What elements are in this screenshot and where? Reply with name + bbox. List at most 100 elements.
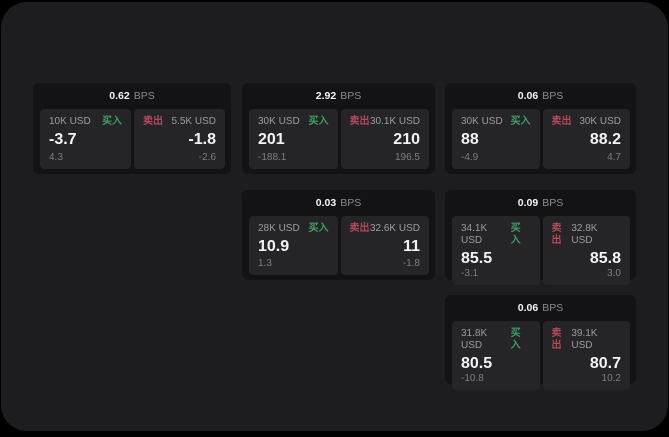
buy-amount: 30K USD <box>461 116 503 127</box>
buy-price: 201 <box>258 131 285 148</box>
sell-quote-panel[interactable]: 卖出 32.6K USD 11 -1.8 <box>340 216 429 275</box>
bps-header: 0.62 BPS <box>33 83 231 109</box>
sell-amount: 39.1K USD <box>571 328 598 351</box>
bps-unit-label: BPS <box>542 197 564 209</box>
quote-card: 0.62 BPS 10K USD 买入 -3.7 4.3 卖出 5.5K USD… <box>33 83 231 174</box>
bps-unit-label: BPS <box>542 302 564 314</box>
bps-header: 0.03 BPS <box>242 190 435 216</box>
buy-panel-top: 31.8K USD 买入 <box>461 328 531 352</box>
bps-unit-label: BPS <box>340 90 362 102</box>
bps-unit-label: BPS <box>542 90 564 102</box>
sell-side-label: 卖出 <box>349 116 370 127</box>
buy-price: 10.9 <box>258 238 290 255</box>
buy-delta: -10.8 <box>461 373 484 384</box>
buy-panel-top: 28K USD 买入 <box>258 223 329 235</box>
sell-amount: 32.6K USD <box>369 223 420 234</box>
bps-value: 2.92 <box>315 90 337 102</box>
sell-side-label: 卖出 <box>551 116 572 127</box>
buy-price: -3.7 <box>49 131 77 148</box>
sell-price: 11 <box>403 238 420 255</box>
buy-quote-panel[interactable]: 34.1K USD 买入 85.5 -3.1 <box>452 216 540 285</box>
buy-side-label: 买入 <box>510 116 531 127</box>
bps-value: 0.06 <box>517 90 539 102</box>
bps-value: 0.62 <box>109 90 130 102</box>
bps-header: 0.09 BPS <box>445 190 636 216</box>
buy-price: 80.5 <box>461 355 493 372</box>
sell-amount: 32.8K USD <box>571 223 598 246</box>
buy-delta: -3.1 <box>461 268 479 279</box>
sell-delta: 10.2 <box>601 373 621 384</box>
bps-value: 0.03 <box>315 197 337 209</box>
quote-card: 0.06 BPS 30K USD 买入 88 -4.9 卖出 30K USD 8… <box>445 83 636 174</box>
buy-delta: -4.9 <box>461 152 479 163</box>
bps-header: 0.06 BPS <box>445 295 636 321</box>
quote-panels: 34.1K USD 买入 85.5 -3.1 卖出 32.8K USD 85.8… <box>445 216 636 290</box>
buy-amount: 10K USD <box>49 116 91 127</box>
bps-header: 2.92 BPS <box>242 83 435 109</box>
buy-quote-panel[interactable]: 30K USD 买入 201 -188.1 <box>249 109 338 169</box>
sell-side-label: 卖出 <box>551 223 562 246</box>
sell-side-label: 卖出 <box>143 116 163 127</box>
sell-panel-top: 卖出 30.1K USD <box>350 116 421 128</box>
app-window: 0.62 BPS 10K USD 买入 -3.7 4.3 卖出 5.5K USD… <box>1 2 668 431</box>
buy-quote-panel[interactable]: 31.8K USD 买入 80.5 -10.8 <box>452 321 540 390</box>
quote-card: 0.03 BPS 28K USD 买入 10.9 1.3 卖出 32.6K US… <box>242 190 435 280</box>
sell-price: 210 <box>393 131 420 148</box>
quote-panels: 10K USD 买入 -3.7 4.3 卖出 5.5K USD -1.8 -2.… <box>33 109 231 174</box>
sell-side-label: 卖出 <box>551 328 562 351</box>
buy-panel-top: 30K USD 买入 <box>258 116 329 128</box>
sell-quote-panel[interactable]: 卖出 5.5K USD -1.8 -2.6 <box>134 109 225 169</box>
buy-side-label: 买入 <box>308 223 329 234</box>
sell-panel-top: 卖出 5.5K USD <box>143 116 216 128</box>
sell-delta: -1.8 <box>402 258 420 269</box>
bps-value: 0.06 <box>517 302 539 314</box>
quote-panels: 30K USD 买入 88 -4.9 卖出 30K USD 88.2 4.7 <box>445 109 636 174</box>
sell-delta: 196.5 <box>394 152 420 163</box>
bps-header: 0.06 BPS <box>445 83 636 109</box>
quote-panels: 28K USD 买入 10.9 1.3 卖出 32.6K USD 11 -1.8 <box>242 216 435 280</box>
buy-side-label: 买入 <box>510 328 521 351</box>
quote-card: 2.92 BPS 30K USD 买入 201 -188.1 卖出 30.1K … <box>242 83 435 174</box>
sell-amount: 5.5K USD <box>171 116 216 127</box>
sell-quote-panel[interactable]: 卖出 30.1K USD 210 196.5 <box>340 109 429 169</box>
sell-price: 85.8 <box>589 250 621 267</box>
buy-amount: 30K USD <box>258 116 300 127</box>
buy-side-label: 买入 <box>102 116 122 127</box>
buy-side-label: 买入 <box>510 223 521 246</box>
sell-delta: 3.0 <box>607 268 621 279</box>
sell-quote-panel[interactable]: 卖出 39.1K USD 80.7 10.2 <box>542 321 630 390</box>
sell-amount: 30.1K USD <box>369 116 420 127</box>
sell-price: 88.2 <box>589 131 621 148</box>
sell-quote-panel[interactable]: 卖出 32.8K USD 85.8 3.0 <box>542 216 630 285</box>
buy-price: 85.5 <box>461 250 493 267</box>
sell-price: 80.7 <box>589 355 621 372</box>
buy-delta: 1.3 <box>258 258 272 269</box>
buy-panel-top: 30K USD 买入 <box>461 116 531 128</box>
sell-panel-top: 卖出 32.8K USD <box>552 223 622 247</box>
sell-side-label: 卖出 <box>349 223 370 234</box>
buy-panel-top: 10K USD 买入 <box>49 116 122 128</box>
quote-panels: 31.8K USD 买入 80.5 -10.8 卖出 39.1K USD 80.… <box>445 321 636 395</box>
buy-panel-top: 34.1K USD 买入 <box>461 223 531 247</box>
quote-card: 0.06 BPS 31.8K USD 买入 80.5 -10.8 卖出 39.1… <box>445 295 636 390</box>
buy-price: 88 <box>461 131 479 148</box>
sell-panel-top: 卖出 39.1K USD <box>552 328 622 352</box>
buy-amount: 31.8K USD <box>461 328 488 351</box>
buy-amount: 34.1K USD <box>461 223 488 246</box>
quote-card: 0.09 BPS 34.1K USD 买入 85.5 -3.1 卖出 32.8K… <box>445 190 636 285</box>
buy-amount: 28K USD <box>258 223 300 234</box>
buy-quote-panel[interactable]: 28K USD 买入 10.9 1.3 <box>249 216 338 275</box>
sell-panel-top: 卖出 32.6K USD <box>350 223 421 235</box>
buy-delta: -188.1 <box>258 152 287 163</box>
buy-delta: 4.3 <box>49 152 63 163</box>
buy-quote-panel[interactable]: 30K USD 买入 88 -4.9 <box>452 109 540 169</box>
bps-value: 0.09 <box>517 197 539 209</box>
quote-panels: 30K USD 买入 201 -188.1 卖出 30.1K USD 210 1… <box>242 109 435 174</box>
sell-quote-panel[interactable]: 卖出 30K USD 88.2 4.7 <box>542 109 630 169</box>
sell-price: -1.8 <box>188 131 216 148</box>
buy-side-label: 买入 <box>308 116 329 127</box>
buy-quote-panel[interactable]: 10K USD 买入 -3.7 4.3 <box>40 109 131 169</box>
bps-unit-label: BPS <box>340 197 362 209</box>
bps-unit-label: BPS <box>133 90 155 102</box>
sell-delta: -2.6 <box>198 152 216 163</box>
